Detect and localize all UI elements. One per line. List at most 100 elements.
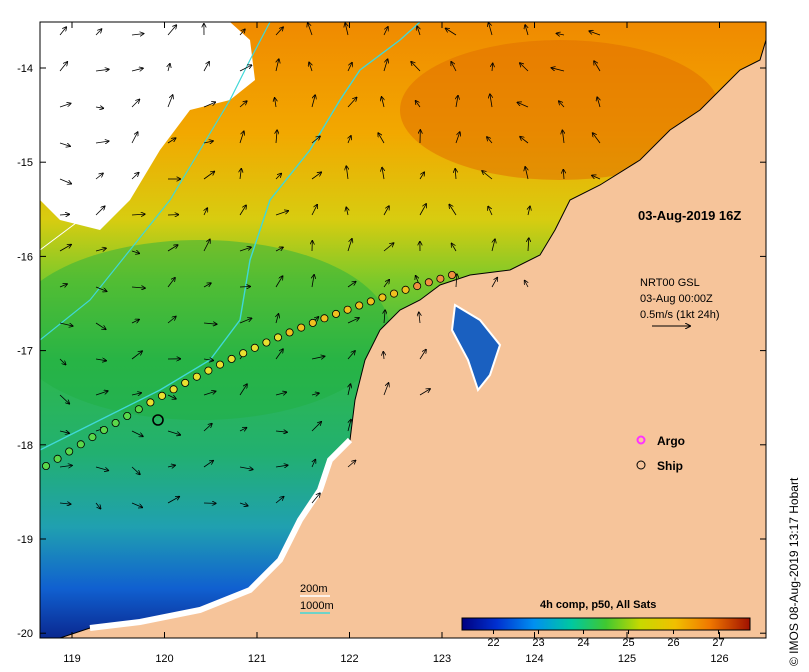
current-arrow bbox=[382, 97, 385, 108]
current-arrow bbox=[452, 243, 457, 252]
current-arrow bbox=[455, 169, 456, 180]
current-arrow bbox=[131, 287, 145, 288]
current-arrow bbox=[131, 393, 141, 395]
current-arrow bbox=[167, 394, 176, 399]
current-arrow bbox=[520, 63, 529, 72]
current-arrow bbox=[348, 384, 351, 396]
current-arrow bbox=[204, 208, 207, 216]
ship-track-point bbox=[331, 309, 340, 318]
current-arrow bbox=[131, 34, 144, 35]
current-arrow bbox=[239, 29, 245, 36]
colorbar-tick-label: 27 bbox=[712, 637, 724, 649]
lat-tick-label: -20 bbox=[17, 628, 33, 640]
current-arrow bbox=[311, 136, 320, 144]
ship-track-point bbox=[181, 378, 190, 387]
current-arrow bbox=[383, 383, 389, 396]
lon-tick-label: 120 bbox=[155, 653, 173, 665]
isobath-200m bbox=[40, 22, 421, 451]
current-arrow bbox=[203, 391, 216, 396]
current-arrow bbox=[482, 171, 493, 180]
current-arrow bbox=[95, 391, 108, 396]
current-arrow bbox=[382, 168, 384, 180]
current-arrow bbox=[167, 245, 178, 252]
coastal-fringe bbox=[89, 437, 353, 631]
current-arrow bbox=[59, 178, 71, 184]
ship-track-point bbox=[308, 318, 317, 327]
ship-track-point bbox=[146, 398, 155, 407]
current-arrow bbox=[239, 384, 247, 396]
current-arrow bbox=[347, 461, 356, 468]
ship-marker-icon bbox=[636, 460, 646, 470]
current-arrow bbox=[311, 95, 315, 108]
lat-tick-label: -16 bbox=[17, 251, 33, 263]
current-arrow bbox=[203, 424, 212, 432]
current-arrow bbox=[239, 467, 253, 469]
current-arrow bbox=[446, 28, 457, 36]
current-arrow bbox=[308, 23, 313, 36]
current-arrow bbox=[525, 25, 528, 36]
current-arrow bbox=[525, 167, 528, 180]
current-arrow bbox=[239, 205, 246, 216]
ship-track-point bbox=[401, 285, 410, 294]
current-arrow bbox=[239, 131, 244, 144]
ship-track-point bbox=[436, 274, 445, 283]
current-arrow bbox=[311, 172, 321, 180]
current-arrow bbox=[419, 389, 430, 396]
current-arrow bbox=[456, 274, 457, 288]
current-arrow bbox=[347, 239, 352, 252]
current-arrow bbox=[203, 102, 215, 108]
lat-tick-label: -15 bbox=[17, 157, 33, 169]
colorbar-ticks: 22 23 24 25 26 27 bbox=[487, 630, 725, 649]
lat-axis: -14 -15 -16 -17 -18 -19 -20 bbox=[17, 63, 766, 640]
current-arrow bbox=[131, 100, 139, 108]
current-arrow bbox=[95, 69, 109, 71]
current-arrow bbox=[383, 280, 389, 288]
ship-track-point bbox=[157, 391, 166, 400]
current-arrow bbox=[95, 359, 106, 361]
argo-marker-icon bbox=[636, 435, 646, 445]
current-arrow bbox=[59, 245, 71, 252]
current-arrow bbox=[95, 322, 106, 329]
current-arrow bbox=[419, 172, 424, 180]
lon-tick-label: 121 bbox=[248, 653, 266, 665]
current-date: 03-Aug 00:00Z bbox=[640, 293, 713, 305]
current-arrow bbox=[312, 275, 314, 288]
current-arrow bbox=[59, 62, 67, 72]
current-arrow bbox=[131, 132, 138, 144]
current-arrow bbox=[59, 503, 71, 504]
warm-patch bbox=[400, 40, 720, 180]
current-arrow bbox=[239, 247, 251, 252]
ship-track-point bbox=[239, 349, 248, 358]
current-arrow bbox=[168, 64, 170, 72]
lon-axis: 119 120 121 122 123 124 125 126 bbox=[63, 22, 729, 665]
current-arrow bbox=[95, 466, 108, 471]
current-arrow bbox=[347, 63, 352, 72]
current-arrow bbox=[203, 461, 213, 468]
ship-track-point bbox=[262, 338, 271, 347]
current-arrow bbox=[95, 286, 107, 291]
current-arrow bbox=[203, 141, 213, 143]
current-arrow bbox=[449, 205, 457, 216]
current-arrow bbox=[347, 351, 355, 360]
current-arrow bbox=[563, 170, 564, 180]
depth-200-label: 200m bbox=[300, 583, 328, 595]
ship-track-point bbox=[53, 454, 62, 463]
lon-tick-label: 125 bbox=[618, 653, 636, 665]
argo-legend-label: Argo bbox=[657, 434, 685, 448]
current-arrow bbox=[131, 320, 139, 324]
current-arrow bbox=[95, 141, 109, 143]
current-arrow bbox=[517, 102, 529, 108]
current-arrow bbox=[456, 96, 458, 108]
ship-track-point bbox=[355, 301, 364, 310]
current-arrow bbox=[276, 314, 279, 324]
current-arrow bbox=[520, 137, 529, 144]
current-arrow bbox=[240, 169, 241, 180]
current-arrow bbox=[95, 173, 103, 180]
lon-tick-label: 123 bbox=[433, 653, 451, 665]
current-arrow bbox=[309, 62, 312, 72]
current-arrow bbox=[59, 322, 73, 326]
ship-track-point bbox=[413, 282, 422, 291]
current-arrow bbox=[167, 25, 176, 36]
ship-position-marker bbox=[152, 414, 164, 426]
